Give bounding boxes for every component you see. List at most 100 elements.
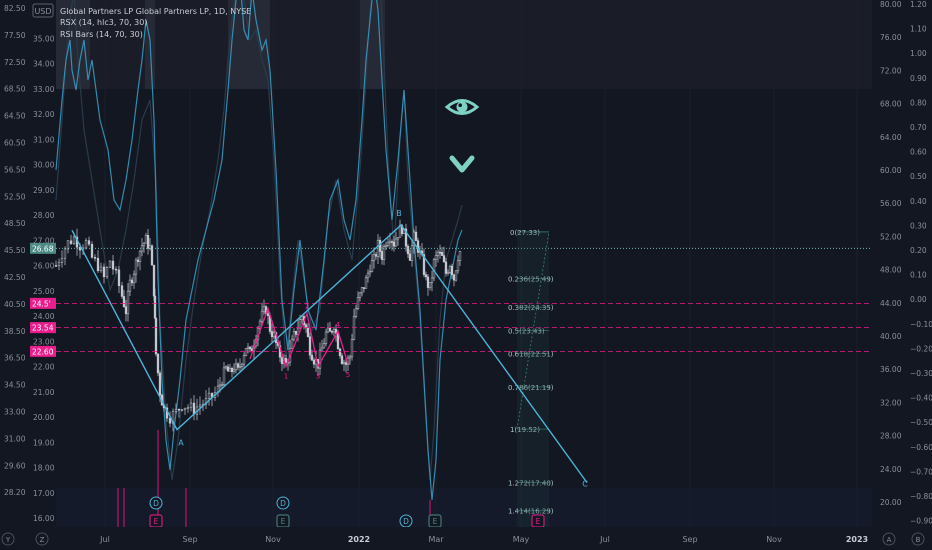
candle-body bbox=[158, 372, 162, 396]
right-inner-tick: 40.00 bbox=[880, 332, 902, 341]
candle-body bbox=[426, 276, 430, 288]
left-inner-tick: 23.00 bbox=[33, 337, 55, 346]
candle-body bbox=[174, 408, 178, 412]
left-inner-tick: 16.00 bbox=[33, 514, 55, 523]
price-tag-label: 22.60 bbox=[32, 347, 54, 356]
left-inner-tick: 35.00 bbox=[33, 34, 55, 43]
candle-body bbox=[384, 245, 388, 247]
x-axis-label: Nov bbox=[265, 535, 281, 544]
candle-body bbox=[114, 268, 118, 271]
candle-body bbox=[296, 327, 300, 335]
candle-body bbox=[414, 231, 418, 241]
price-tag-bg bbox=[30, 297, 56, 309]
left-outer-tick: 56.50 bbox=[4, 165, 26, 174]
overbought-band bbox=[360, 0, 385, 89]
candle-body bbox=[105, 267, 109, 278]
candle-body bbox=[260, 310, 264, 322]
candle-body bbox=[332, 328, 336, 333]
left-inner-tick: 33.00 bbox=[33, 85, 55, 94]
legend-rsi-bars[interactable]: RSI Bars (14, 70, 30) bbox=[60, 30, 143, 39]
right-outer-tick: −0.30 bbox=[910, 369, 932, 378]
candle-body bbox=[236, 363, 240, 368]
legend-rsx[interactable]: RSX (14, hlc3, 70, 30) bbox=[60, 18, 147, 27]
right-inner-tick: 72.00 bbox=[880, 66, 902, 75]
rsi-line bbox=[55, 0, 463, 501]
right-outer-tick: −0.60 bbox=[910, 443, 932, 452]
event-marker-label: E bbox=[154, 517, 159, 526]
candle-body bbox=[226, 366, 230, 372]
candle-body bbox=[242, 355, 246, 365]
overbought-zone bbox=[56, 0, 872, 89]
candle-body bbox=[318, 349, 322, 369]
event-marker-label: D bbox=[280, 499, 286, 508]
candle-body bbox=[69, 240, 73, 244]
candle-body bbox=[207, 392, 211, 399]
wave-label-C: C bbox=[582, 480, 588, 489]
sub-wave-label: 3 bbox=[316, 373, 320, 381]
left-inner-tick: 34.00 bbox=[33, 60, 55, 69]
right-inner-tick: 64.00 bbox=[880, 133, 902, 142]
candle-body bbox=[262, 306, 266, 312]
fib-level-label: 1(19.52) bbox=[510, 426, 540, 434]
event-marker-label: D bbox=[403, 517, 409, 526]
candle-body bbox=[310, 354, 314, 361]
candle-body bbox=[186, 407, 190, 409]
axis-corner-label: B bbox=[916, 536, 921, 544]
candle-body bbox=[258, 320, 262, 329]
right-outer-tick: 1.20 bbox=[910, 0, 927, 9]
left-outer-tick: 68.50 bbox=[4, 85, 26, 94]
left-outer-tick: 45.50 bbox=[4, 246, 26, 255]
currency-badge[interactable] bbox=[32, 3, 54, 18]
candle-body bbox=[280, 356, 284, 364]
left-inner-tick: 26.00 bbox=[33, 262, 55, 271]
legend-title[interactable]: Global Partners LP Global Partners LP, 1… bbox=[60, 7, 251, 16]
x-axis-label: Sep bbox=[682, 535, 697, 544]
candle-body bbox=[440, 251, 444, 256]
right-inner-tick: 28.00 bbox=[880, 432, 902, 441]
right-inner-tick: 36.00 bbox=[880, 365, 902, 374]
candle-body bbox=[152, 264, 156, 297]
candle-body bbox=[72, 236, 76, 244]
right-inner-tick: 68.00 bbox=[880, 100, 902, 109]
left-inner-tick: 32.00 bbox=[33, 110, 55, 119]
candle-body bbox=[338, 348, 342, 357]
candle-body bbox=[308, 336, 312, 356]
left-outer-tick: 60.50 bbox=[4, 139, 26, 148]
fib-zone bbox=[517, 231, 549, 529]
wave-label-A: A bbox=[178, 439, 184, 448]
sub-wave-line bbox=[249, 306, 349, 369]
left-outer-tick: 40.50 bbox=[4, 300, 26, 309]
x-axis-label: Jul bbox=[599, 535, 610, 544]
horizontal-levels: 26.68 24.5' 23.54 22.60 bbox=[30, 242, 872, 357]
left-inner-tick: 28.00 bbox=[33, 211, 55, 220]
chevron-down-icon[interactable] bbox=[449, 155, 475, 173]
candle-body bbox=[312, 359, 316, 365]
right-outer-tick: 1.00 bbox=[910, 49, 927, 58]
candle-body bbox=[138, 250, 142, 262]
left-outer-tick: 77.50 bbox=[4, 31, 26, 40]
right-inner-tick: 60.00 bbox=[880, 166, 902, 175]
candle-body bbox=[240, 363, 244, 367]
left-outer-tick: 64.50 bbox=[4, 112, 26, 121]
candle-body bbox=[128, 279, 132, 292]
candle-body bbox=[328, 327, 332, 332]
fib-trendline bbox=[516, 231, 550, 430]
candle-body bbox=[136, 259, 140, 262]
left-inner-tick: 22.00 bbox=[33, 363, 55, 372]
candle-body bbox=[189, 402, 193, 408]
fib-level-label: 0.786(21.19) bbox=[508, 384, 554, 392]
eye-icon[interactable] bbox=[444, 99, 480, 115]
candle-body bbox=[364, 277, 368, 289]
candle-body bbox=[232, 369, 236, 372]
candle-body bbox=[362, 287, 366, 289]
right-outer-tick: 0.20 bbox=[910, 246, 927, 255]
candle-body bbox=[130, 279, 134, 284]
candle-body bbox=[228, 368, 232, 372]
candle-body bbox=[410, 245, 414, 261]
fib-level-label: 0.236(25.49) bbox=[508, 275, 554, 283]
candle-body bbox=[408, 253, 412, 261]
candle-body bbox=[168, 417, 172, 424]
wave-label-B: B bbox=[396, 209, 402, 218]
candle-body bbox=[356, 297, 360, 309]
